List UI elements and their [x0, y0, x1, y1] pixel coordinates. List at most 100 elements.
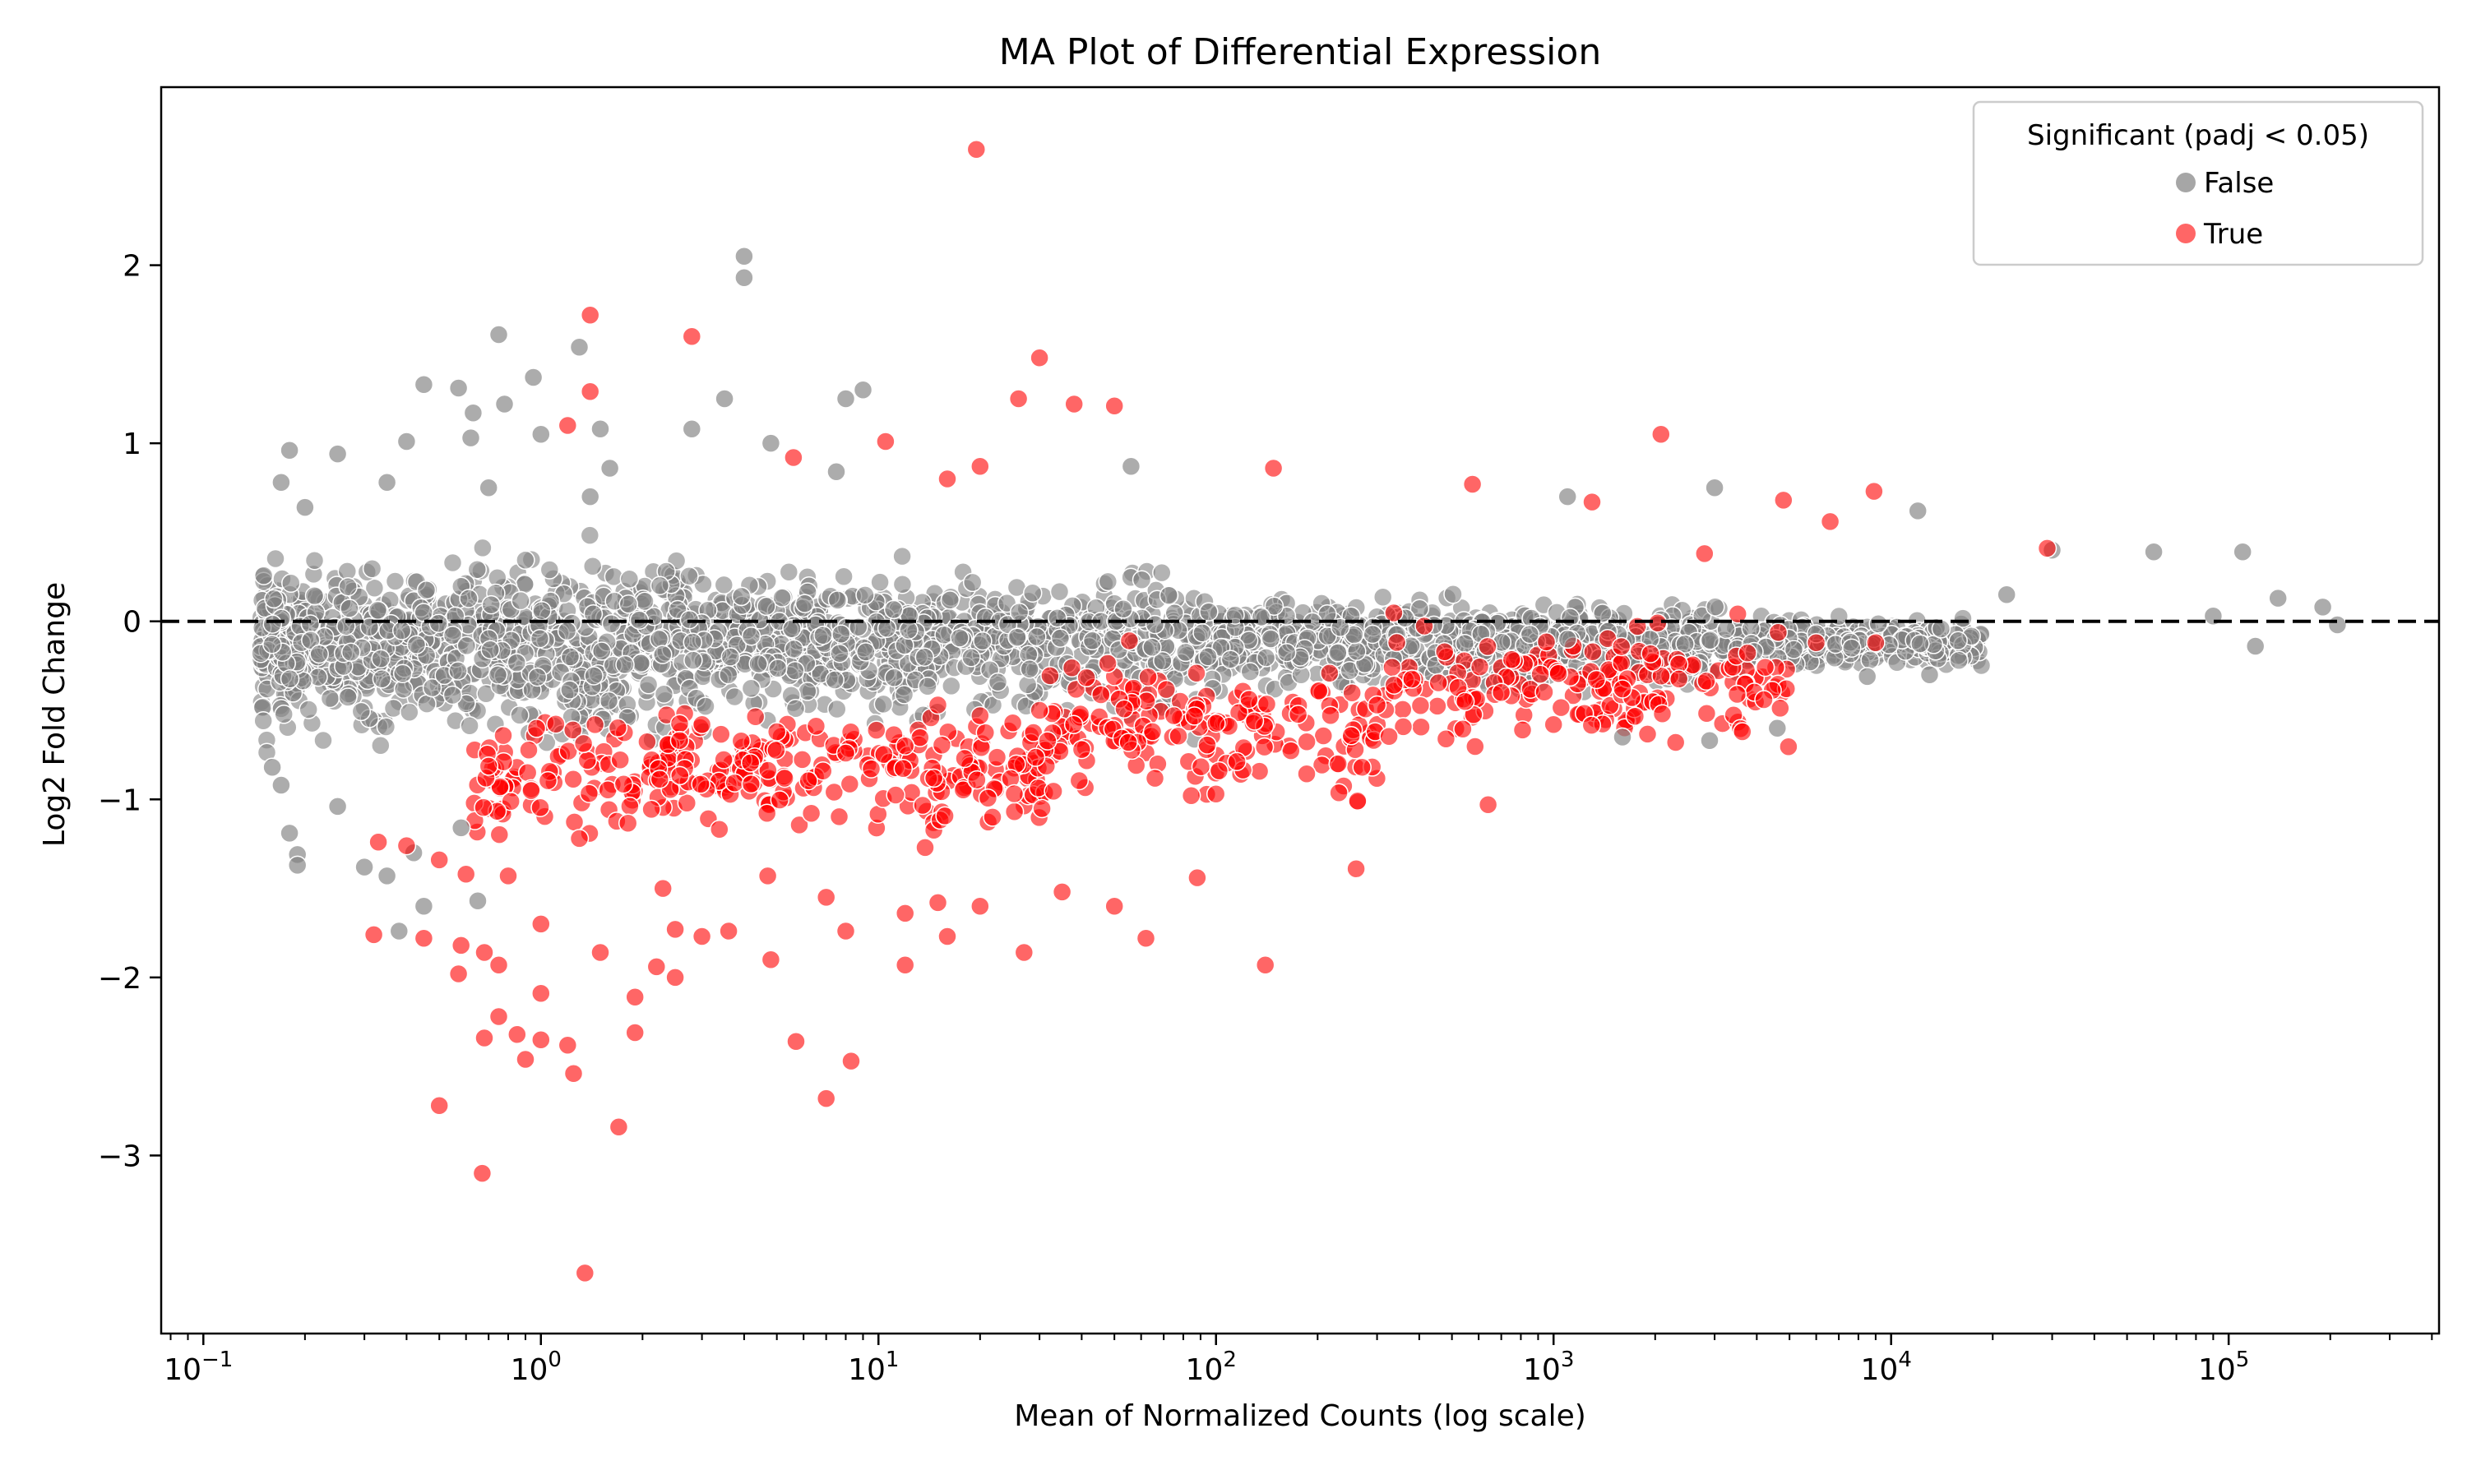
data-point-true: [573, 733, 594, 754]
data-point-false: [468, 890, 488, 911]
data-point-true: [1297, 764, 1317, 784]
legend-label-true: True: [2203, 218, 2263, 251]
data-point-true: [479, 756, 499, 776]
y-tick-label: −2: [98, 962, 141, 996]
data-point-false: [734, 267, 754, 288]
data-point-true: [1465, 737, 1485, 756]
data-point-false: [962, 572, 983, 593]
data-point-false: [1842, 638, 1862, 658]
data-point-false: [635, 591, 655, 612]
data-point-false: [1132, 570, 1152, 590]
data-point-false: [831, 624, 851, 644]
data-point-false: [448, 661, 468, 681]
data-point-true: [677, 793, 697, 813]
data-point-true: [488, 1006, 509, 1027]
data-point-true: [1455, 691, 1475, 712]
data-point-false: [1049, 581, 1070, 602]
data-point-true: [517, 762, 538, 783]
data-point-false: [734, 246, 754, 266]
data-point-false: [918, 676, 937, 696]
data-point-true: [1779, 737, 1798, 757]
data-point-false: [1199, 602, 1219, 622]
legend: Significant (padj < 0.05) False True: [1972, 100, 2424, 266]
data-point-true: [970, 705, 990, 726]
data-point-false: [266, 548, 285, 569]
data-point-false: [2233, 542, 2252, 562]
data-point-true: [1462, 474, 1483, 494]
data-point-true: [1410, 696, 1431, 715]
data-point-false: [940, 590, 960, 610]
data-point-true: [1428, 696, 1447, 716]
data-point-true: [816, 1089, 836, 1108]
data-point-true: [886, 785, 905, 805]
data-point-false: [2144, 542, 2164, 562]
data-point-true: [610, 750, 630, 770]
data-point-true: [835, 921, 856, 941]
data-point-true: [1064, 394, 1084, 414]
data-point-false: [516, 550, 535, 571]
data-point-false: [2327, 615, 2348, 635]
y-tick-label: 2: [123, 250, 141, 284]
data-point-true: [1806, 632, 1826, 653]
data-point-true: [620, 796, 640, 816]
data-point-true: [1156, 679, 1177, 700]
data-point-true: [1625, 706, 1645, 727]
data-point-true: [530, 797, 550, 817]
data-point-true: [1181, 786, 1201, 806]
data-point-false: [599, 691, 619, 711]
data-point-false: [1868, 614, 1888, 634]
data-point-false: [914, 647, 934, 667]
data-point-true: [937, 927, 957, 946]
data-point-true: [1755, 657, 1775, 677]
data-point-false: [1153, 651, 1173, 671]
data-point-true: [1032, 798, 1052, 819]
data-point-false: [371, 649, 391, 668]
data-point-true: [1536, 631, 1557, 652]
data-point-true: [1436, 728, 1456, 749]
data-point-true: [1348, 791, 1368, 811]
data-point-true: [585, 714, 605, 735]
data-point-false: [1276, 642, 1297, 663]
data-point-true: [861, 759, 882, 779]
data-point-true: [414, 928, 434, 948]
data-point-true: [429, 850, 449, 870]
data-point-true: [682, 326, 702, 346]
data-point-true: [895, 955, 915, 975]
data-point-false: [362, 559, 382, 579]
data-point-false: [253, 566, 274, 585]
data-point-false: [494, 394, 515, 414]
data-point-false: [479, 478, 498, 498]
data-point-true: [1669, 669, 1689, 689]
data-point-true: [692, 714, 712, 735]
data-point-false: [1455, 634, 1475, 654]
data-point-true: [1038, 731, 1058, 751]
data-point-true: [1341, 726, 1361, 746]
data-point-false: [569, 337, 590, 357]
data-point-false: [461, 428, 481, 448]
data-point-true: [1069, 770, 1090, 791]
data-point-true: [835, 743, 856, 763]
data-point-false: [523, 368, 544, 387]
data-point-true: [590, 942, 610, 963]
data-point-false: [638, 675, 659, 695]
data-point-true: [1138, 667, 1158, 687]
data-point-false: [1997, 585, 2016, 604]
data-point-true: [1044, 781, 1063, 802]
data-point-false: [481, 594, 502, 615]
data-point-false: [560, 647, 581, 667]
y-tick-label: −3: [98, 1140, 141, 1173]
chart-title: MA Plot of Differential Expression: [999, 31, 1601, 73]
data-point-true: [1091, 685, 1111, 705]
data-point-true: [580, 305, 600, 325]
data-point-false: [480, 640, 500, 660]
data-point-true: [531, 983, 551, 1004]
data-point-false: [2312, 597, 2333, 617]
data-point-true: [1184, 706, 1205, 726]
legend-marker-false: [2176, 173, 2196, 192]
y-axis-label: Log2 Fold Change: [38, 582, 72, 847]
data-point-false: [371, 735, 391, 756]
data-point-false: [1082, 631, 1103, 651]
data-point-true: [488, 955, 509, 975]
data-point-true: [895, 904, 915, 923]
